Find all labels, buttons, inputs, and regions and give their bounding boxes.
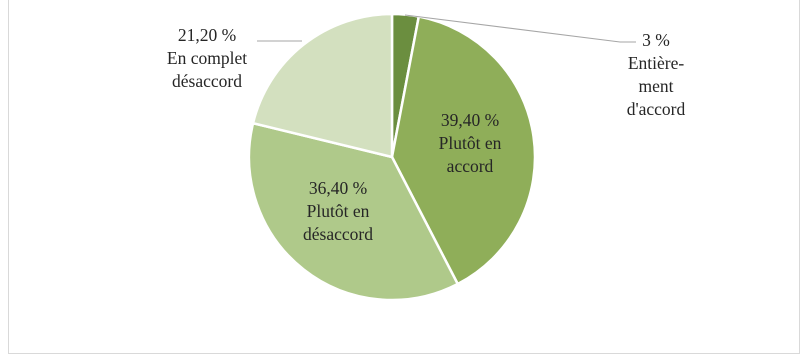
slice-label-0-line-1: Entière- (628, 53, 685, 73)
pie-chart: 3 % Entière-ment d'accord 39,40 % Plutôt en a… (167, 12, 686, 302)
slice-label-0: 3 % Entière-ment d'accord (627, 30, 686, 119)
pie-slices (247, 12, 537, 302)
data-labels: 3 % Entière-ment d'accord 39,40 % Plutôt en a… (167, 25, 686, 244)
slice-label-1: 39,40 % Plutôt en accord (439, 110, 502, 176)
slice-label-0-line-2: ment (639, 76, 674, 96)
slice-label-3-line-2: désaccord (172, 71, 242, 91)
slice-label-0-line-0: 3 % (642, 30, 670, 50)
slice-label-3: 21,20 % En complet désaccord (167, 25, 247, 91)
pie-slice-1 (390, 15, 537, 286)
slice-label-1-line-1: Plutôt en (439, 133, 502, 153)
slice-label-3-line-0: 21,20 % (178, 25, 236, 45)
slice-label-1-line-0: 39,40 % (441, 110, 499, 130)
slice-label-2-line-1: Plutôt en (307, 201, 370, 221)
pie-slice-2 (247, 121, 459, 302)
slice-label-1-line-2: accord (447, 156, 494, 176)
slice-label-2-line-2: désaccord (303, 224, 373, 244)
slice-label-2-line-0: 36,40 % (309, 178, 367, 198)
slice-label-2: 36,40 % Plutôt en désaccord (303, 178, 373, 244)
slice-label-0-line-3: d'accord (627, 99, 686, 119)
slice-label-3-line-1: En complet (167, 48, 247, 68)
pie-slice-3 (251, 12, 394, 159)
leader-line-0 (404, 14, 636, 43)
leader-lines (257, 14, 636, 43)
